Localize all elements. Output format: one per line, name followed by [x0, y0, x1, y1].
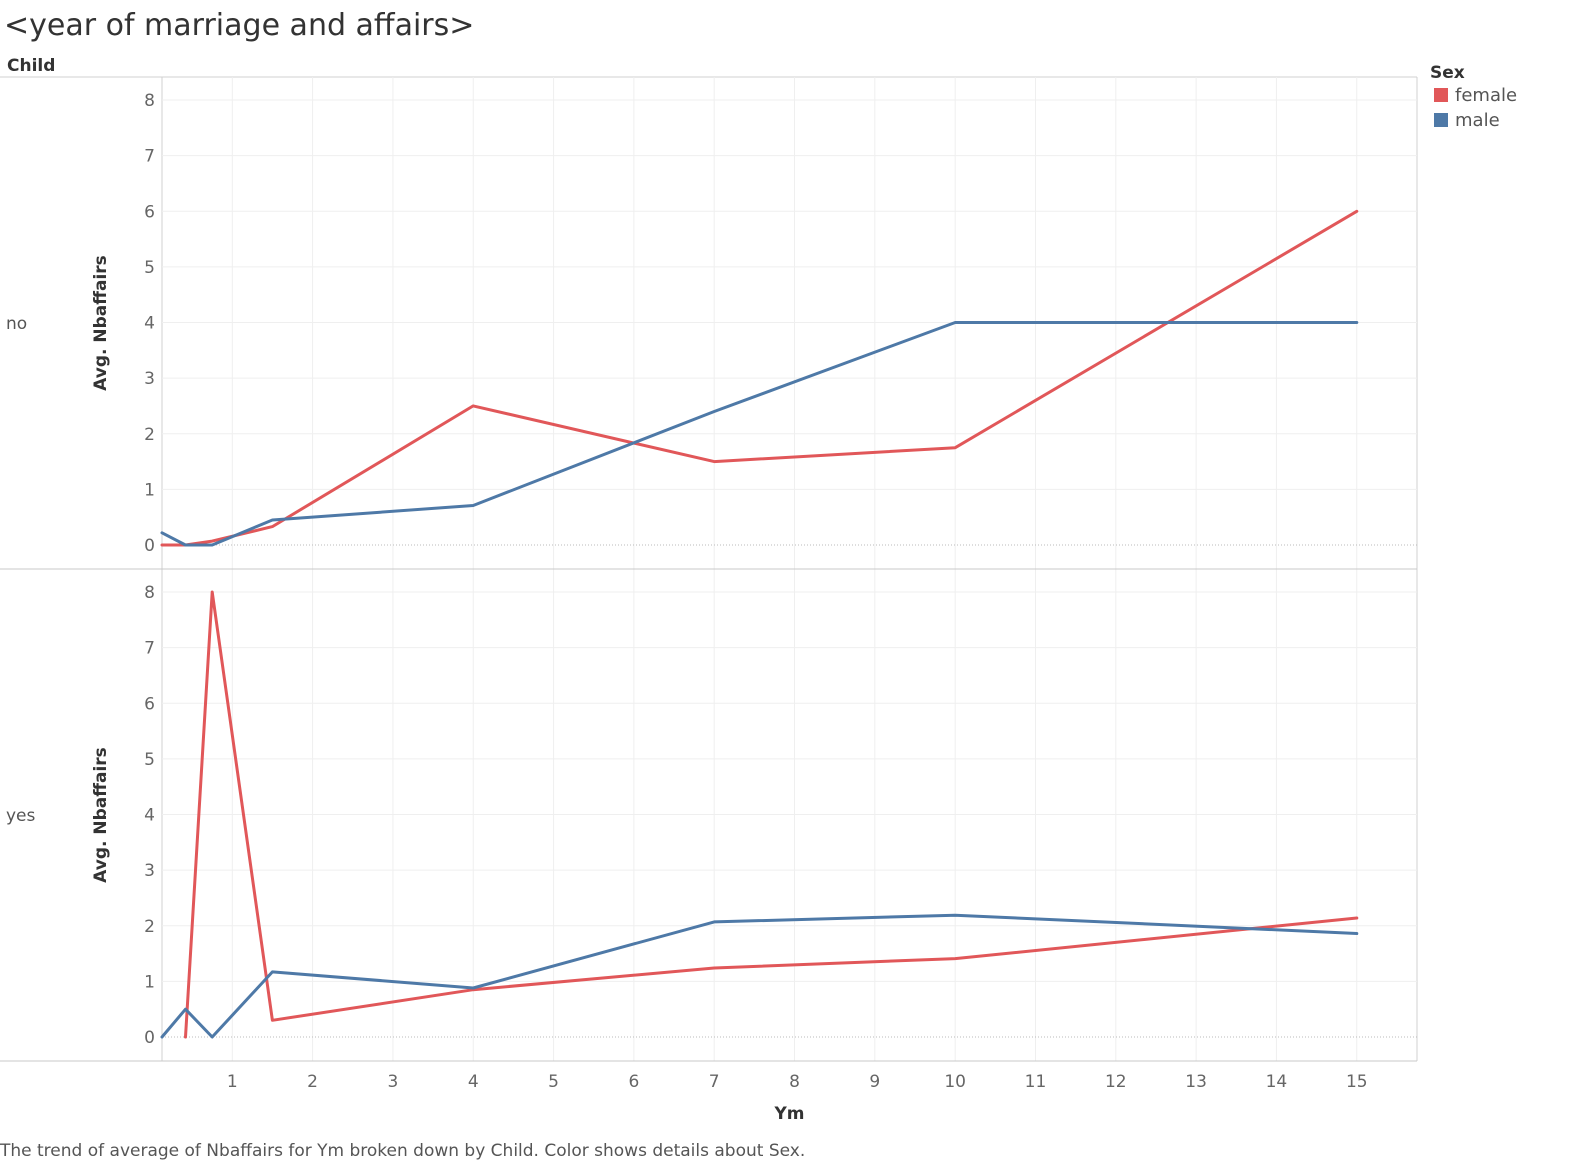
- row-label-no: no: [6, 314, 27, 334]
- series-line-female: [184, 590, 1359, 1039]
- y-tick-label: 1: [144, 972, 155, 992]
- x-tick-label: 7: [709, 1072, 720, 1092]
- x-axis-title: Ym: [773, 1104, 804, 1124]
- x-tick-label: 2: [307, 1072, 318, 1092]
- series-line-male: [160, 321, 1359, 547]
- series-line-male: [160, 913, 1359, 1039]
- row-label-yes: yes: [6, 806, 36, 826]
- legend-swatch-male: [1434, 113, 1448, 127]
- y-axis-title: Avg. Nbaffairs: [91, 255, 111, 391]
- chart-title: <year of marriage and affairs>: [4, 8, 475, 43]
- x-tick-label: 12: [1105, 1072, 1127, 1092]
- y-tick-label: 7: [144, 639, 155, 659]
- x-tick-label: 15: [1346, 1072, 1368, 1092]
- x-tick-label: 11: [1025, 1072, 1047, 1092]
- y-tick-label: 4: [144, 806, 155, 826]
- x-tick-label: 8: [789, 1072, 800, 1092]
- chart-caption: The trend of average of Nbaffairs for Ym…: [0, 1141, 806, 1161]
- x-tick-label: 10: [944, 1072, 966, 1092]
- y-axis-title: Avg. Nbaffairs: [91, 747, 111, 883]
- x-tick-label: 6: [628, 1072, 639, 1092]
- x-tick-label: 4: [468, 1072, 479, 1092]
- legend-label-male: male: [1455, 110, 1500, 131]
- y-tick-label: 8: [144, 91, 155, 111]
- y-tick-label: 5: [144, 750, 155, 770]
- y-tick-label: 5: [144, 258, 155, 278]
- y-tick-label: 7: [144, 147, 155, 167]
- y-tick-label: 6: [144, 694, 155, 714]
- y-tick-label: 3: [144, 369, 155, 389]
- y-tick-label: 2: [144, 425, 155, 445]
- x-tick-label: 3: [388, 1072, 399, 1092]
- y-tick-label: 2: [144, 917, 155, 937]
- y-tick-label: 4: [144, 314, 155, 334]
- y-tick-label: 0: [144, 536, 155, 556]
- legend-label-female: female: [1455, 85, 1517, 106]
- y-tick-label: 8: [144, 583, 155, 603]
- y-tick-label: 6: [144, 202, 155, 222]
- y-tick-label: 0: [144, 1028, 155, 1048]
- x-tick-label: 5: [548, 1072, 559, 1092]
- x-tick-label: 1: [227, 1072, 238, 1092]
- y-tick-label: 3: [144, 861, 155, 881]
- legend-swatch-female: [1434, 88, 1448, 102]
- x-tick-label: 13: [1185, 1072, 1207, 1092]
- row-header: Child: [7, 56, 55, 76]
- y-tick-label: 1: [144, 480, 155, 500]
- x-tick-label: 9: [869, 1072, 880, 1092]
- x-tick-label: 14: [1266, 1072, 1288, 1092]
- legend-title: Sex: [1430, 63, 1465, 83]
